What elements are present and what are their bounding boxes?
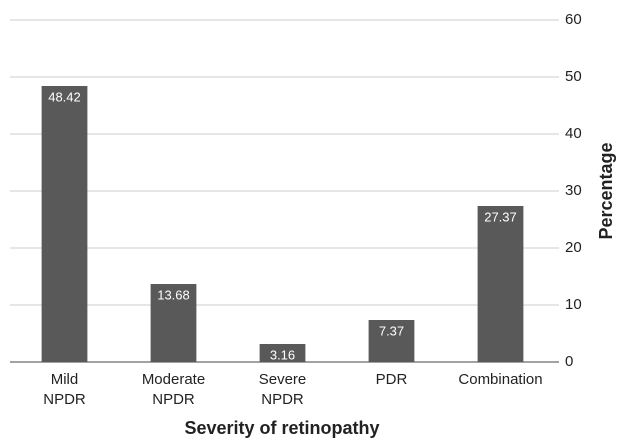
value-label: 3.16: [270, 347, 295, 362]
x-tick-label: Moderate NPDR: [142, 371, 205, 408]
bar: [150, 284, 197, 362]
y-tick-label: 40: [565, 125, 582, 142]
y-axis-label: Percentage: [596, 142, 616, 239]
x-tick-label-line: Severe: [259, 371, 307, 388]
value-label: 7.37: [379, 323, 404, 338]
value-label: 13.68: [157, 287, 190, 302]
x-tick-label-line: NPDR: [43, 391, 86, 408]
y-tick-label: 10: [565, 296, 582, 313]
x-tick-label: Mild NPDR: [43, 371, 86, 408]
bar: [477, 205, 524, 362]
bar: [41, 86, 88, 363]
x-tick-label-line: NPDR: [261, 391, 304, 408]
x-axis-label: Severity of retinopathy: [184, 418, 379, 438]
y-tick-label: 0: [565, 353, 573, 370]
x-tick-label-line: Combination: [458, 371, 542, 388]
x-tick-label: PDR: [376, 371, 408, 388]
x-tick-label-line: PDR: [376, 371, 408, 388]
x-tick-label-line: NPDR: [152, 391, 195, 408]
y-tick-label: 60: [565, 11, 582, 28]
x-tick-label: Combination: [458, 371, 542, 388]
y-tick-label: 20: [565, 239, 582, 256]
x-tick-label-line: Mild: [51, 371, 79, 388]
value-label: 48.42: [48, 89, 81, 104]
bar: [368, 319, 415, 362]
x-tick-label-line: Moderate: [142, 371, 205, 388]
x-tick-label: Severe NPDR: [259, 371, 307, 408]
y-tick-label: 30: [565, 182, 582, 199]
value-label: 27.37: [484, 209, 517, 224]
y-tick-label: 50: [565, 68, 582, 85]
bar: [259, 343, 306, 362]
